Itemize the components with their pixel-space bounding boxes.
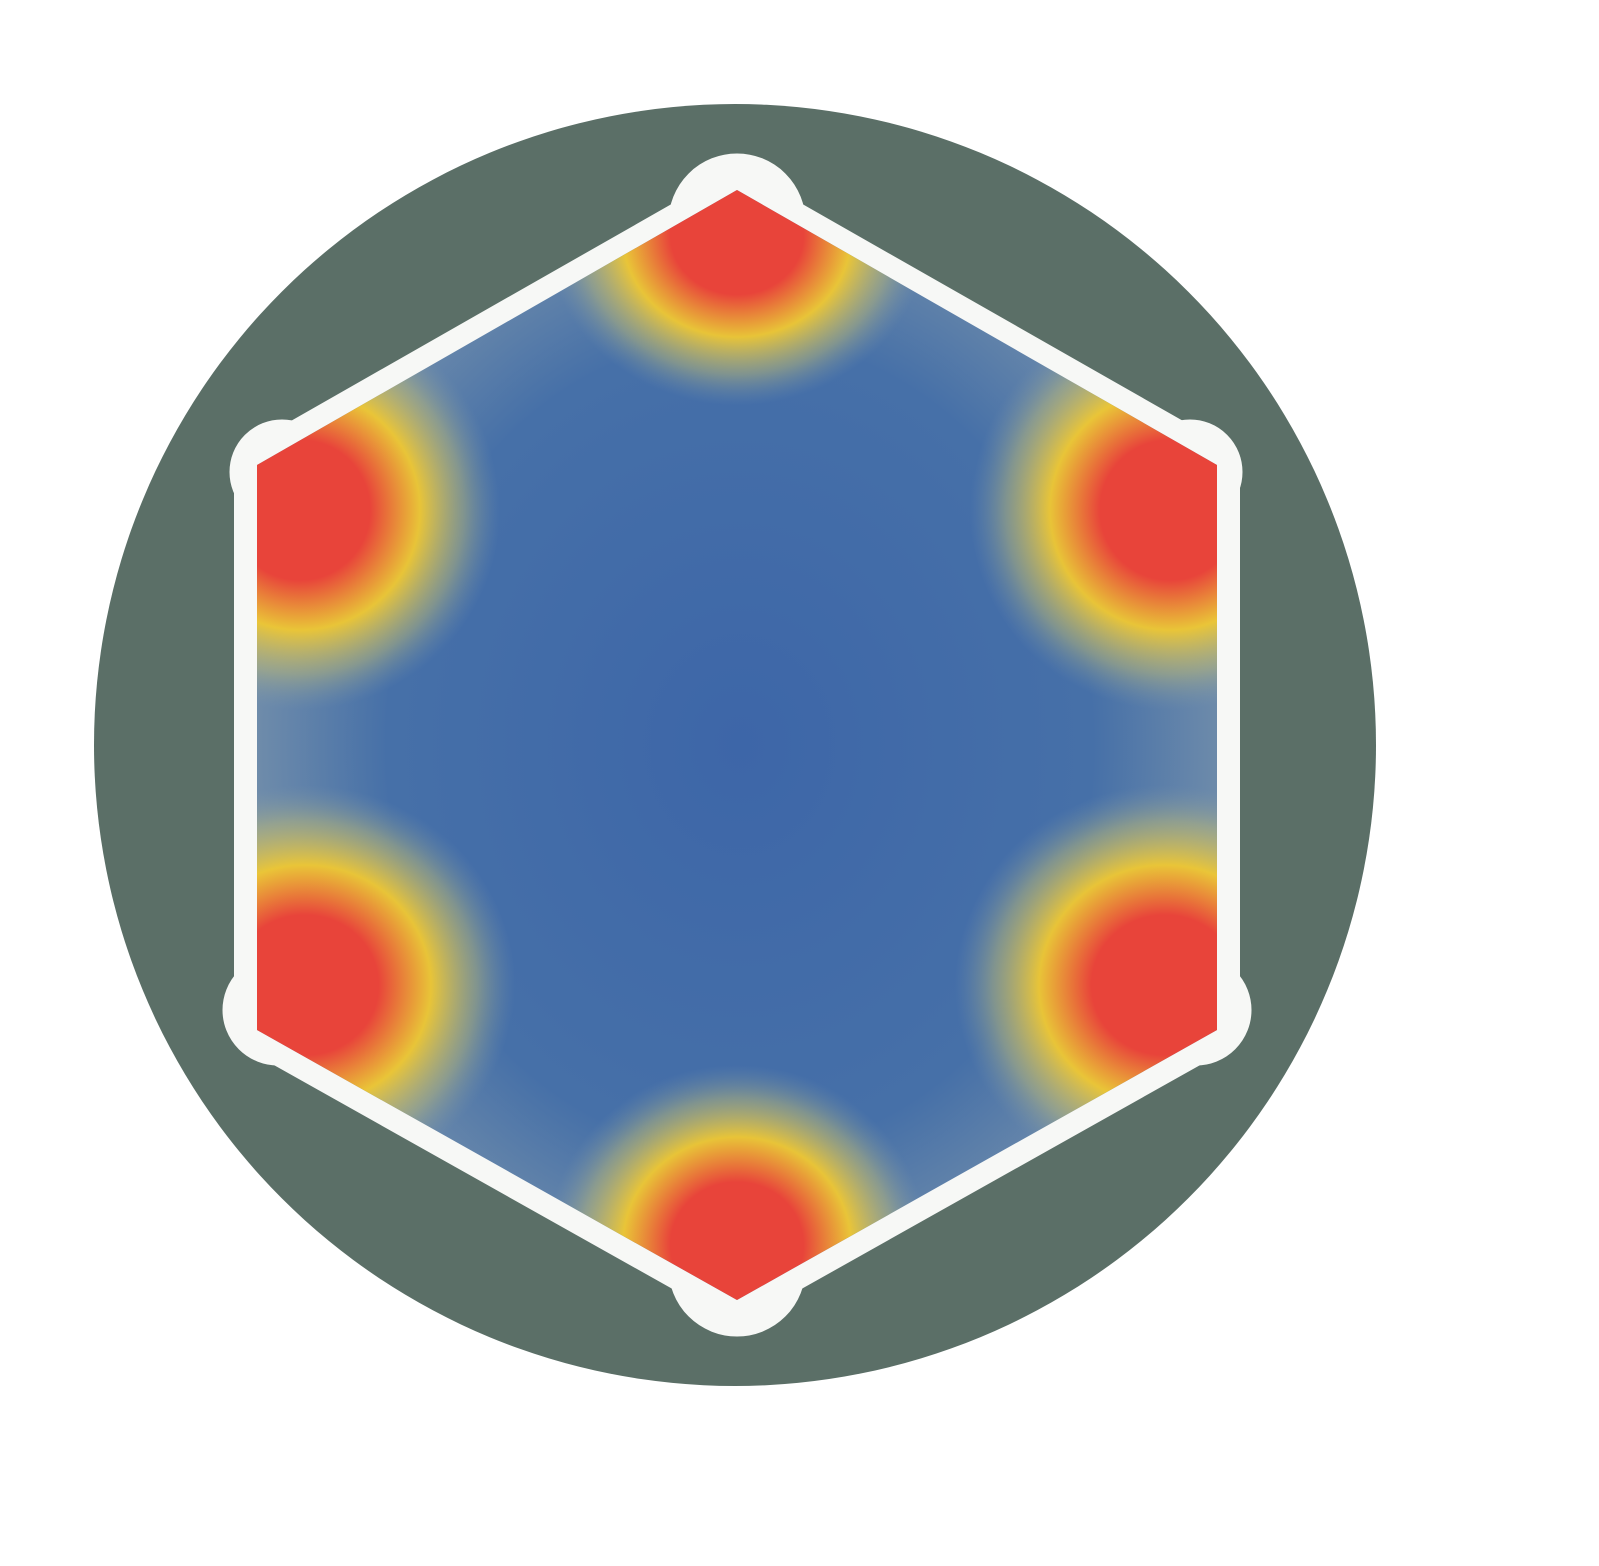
hotspot-bottom [547,1065,927,1300]
hotspot-lower-right [955,785,1217,1185]
hotspot-lower-left [257,785,515,1185]
hotspot-upper-left [257,310,500,710]
hotspot-top [547,190,927,405]
hotspot-upper-right [970,310,1217,710]
stress-field [257,190,1217,1300]
